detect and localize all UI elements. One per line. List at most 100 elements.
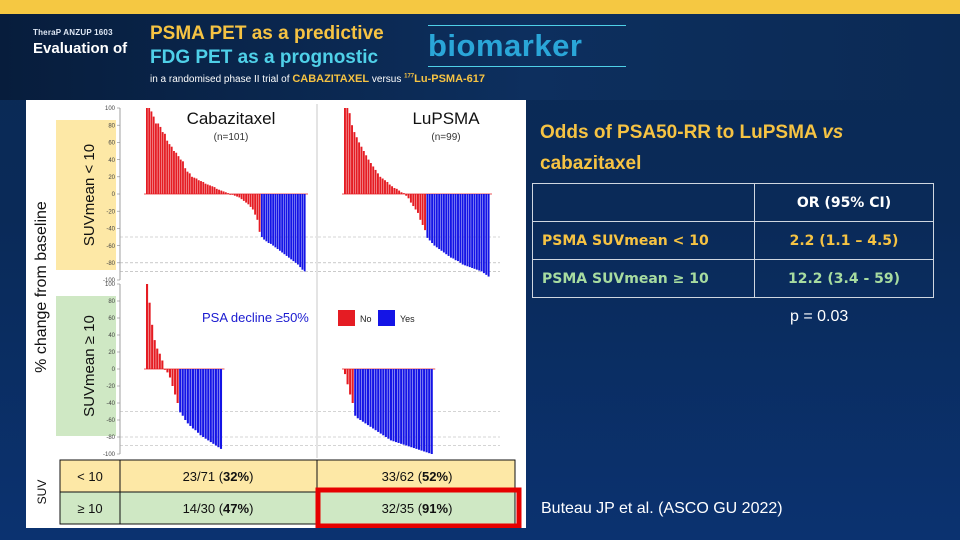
waterfall-bar [168, 144, 171, 194]
table-row-label: < 10 [77, 469, 103, 484]
subtitle-prefix: in a randomised phase II trial of [150, 74, 290, 85]
y-tick-label: 20 [108, 350, 115, 356]
waterfall-bar [414, 194, 417, 210]
waterfall-bar [217, 369, 220, 448]
y-tick-label: 100 [105, 282, 116, 288]
waterfall-bar [236, 194, 238, 197]
waterfall-bar [188, 173, 191, 194]
waterfall-bar [449, 194, 452, 258]
waterfall-bar [361, 369, 364, 422]
waterfall-bar [276, 194, 279, 250]
waterfall-bar [367, 159, 370, 194]
waterfall-bar [471, 194, 474, 268]
waterfall-bar [181, 369, 184, 416]
top-accent-bar [0, 0, 960, 14]
waterfall-bar [425, 369, 428, 453]
waterfall-bar [478, 194, 481, 271]
waterfall-bar [400, 192, 403, 194]
waterfall-bar [400, 369, 403, 444]
waterfall-bar [157, 123, 160, 194]
waterfall-bar [177, 156, 180, 194]
y-tick-label: -20 [106, 209, 115, 215]
waterfall-bar [415, 369, 418, 449]
waterfall-bar [419, 194, 422, 220]
waterfall-bar [354, 369, 357, 416]
y-tick-label: 20 [108, 175, 115, 181]
waterfall-bar [438, 194, 441, 250]
waterfall-bar [299, 194, 302, 268]
waterfall-bar [159, 126, 162, 194]
trial-subtitle: in a randomised phase II trial of CABAZI… [150, 73, 485, 85]
waterfall-bar [290, 194, 293, 260]
waterfall-bar [186, 171, 189, 194]
drug-cabazitaxel: CABAZITAXEL [292, 73, 370, 85]
waterfall-bar [222, 191, 225, 194]
waterfall-bar [202, 369, 205, 437]
y-tick-label: 0 [112, 367, 116, 373]
waterfall-bar [164, 133, 166, 194]
table-row-header: SUV [35, 480, 49, 505]
waterfall-bar [163, 369, 166, 370]
waterfall-bar [387, 369, 390, 439]
waterfall-bar [152, 116, 155, 194]
odds-title-pre: Odds of PSA50-RR to LuPSMA [540, 122, 817, 143]
waterfall-bar [179, 369, 182, 413]
isotope-superscript: 177 [404, 73, 415, 80]
waterfall-bar [175, 152, 178, 194]
waterfall-bar [285, 194, 288, 256]
waterfall-bar [171, 369, 174, 386]
waterfall-bar [174, 369, 177, 395]
waterfall-bar [346, 369, 349, 385]
waterfall-bar [346, 108, 349, 194]
waterfall-bar [466, 194, 469, 267]
waterfall-bar [395, 188, 398, 194]
waterfall-bar [207, 369, 210, 441]
waterfall-bar [351, 125, 353, 194]
legend-swatch-no [338, 310, 355, 326]
waterfall-bar [445, 194, 448, 255]
row-label: SUVmean < 10 [81, 144, 98, 246]
column-title: LuPSMA [412, 109, 480, 128]
subtitle-versus: versus [371, 74, 402, 85]
waterfall-bar [191, 369, 194, 429]
waterfall-bar [215, 188, 218, 194]
waterfall-bar [344, 108, 346, 194]
waterfall-bar [211, 186, 214, 194]
waterfall-bar [485, 194, 488, 275]
waterfall-bar [254, 194, 257, 215]
waterfall-bar [447, 194, 450, 256]
waterfall-bar [191, 176, 193, 194]
waterfall-bar [148, 108, 151, 194]
headline-psma: PSMA PET as a predictive [150, 23, 384, 44]
waterfall-bar [170, 146, 173, 194]
waterfall-bar [377, 369, 380, 432]
waterfall-bar [374, 369, 377, 431]
waterfall-bar [283, 194, 286, 255]
waterfall-bar [426, 194, 429, 238]
waterfall-bar [233, 194, 236, 196]
odds-row-label: PSMA SUVmean ≥ 10 [532, 259, 755, 298]
row-label: SUVmean ≥ 10 [81, 315, 98, 417]
waterfall-bar [423, 369, 426, 452]
legend-label-yes: Yes [400, 314, 415, 324]
waterfall-bar [384, 369, 387, 437]
waterfall-bar [417, 369, 421, 450]
waterfall-bar [220, 190, 223, 194]
odds-table-header: OR (95% CI) [754, 183, 934, 222]
waterfall-bar [224, 192, 227, 194]
odds-title: Odds of PSA50-RR to LuPSMA vs cabazitaxe… [540, 117, 940, 179]
column-n-label: (n=99) [431, 132, 460, 143]
waterfall-bar [213, 187, 216, 194]
waterfall-bar [214, 369, 217, 446]
waterfall-bar [229, 194, 232, 195]
waterfall-bar [265, 194, 268, 242]
table-row-label: ≥ 10 [77, 501, 102, 516]
waterfall-bar [247, 194, 250, 205]
waterfall-bar [482, 194, 485, 274]
waterfall-bar [158, 353, 161, 369]
table-row [59, 459, 516, 493]
waterfall-bar [379, 176, 382, 194]
waterfall-bar [195, 178, 198, 194]
waterfall-bar [146, 108, 148, 194]
legend-label-no: No [360, 314, 372, 324]
